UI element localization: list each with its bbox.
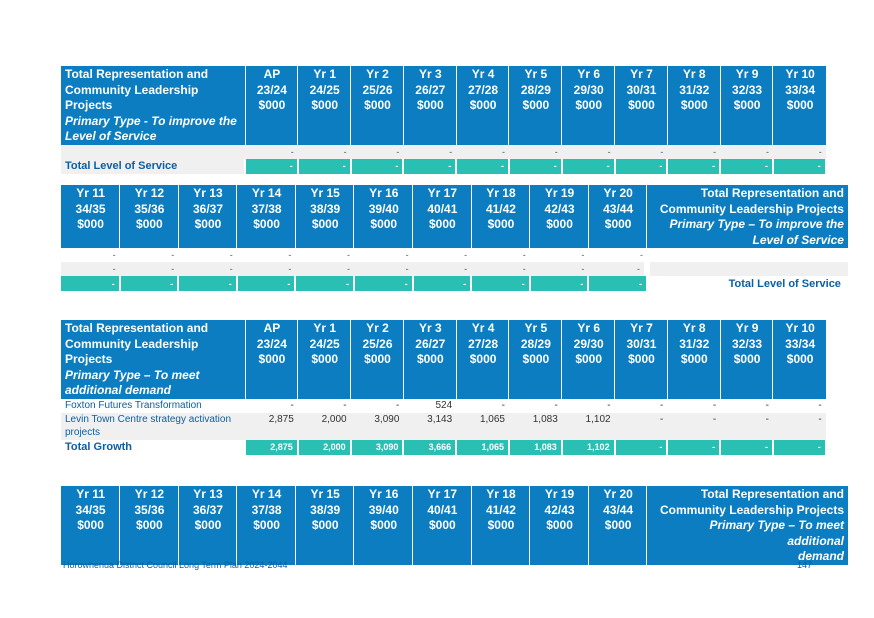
year-header: Yr 10 33/34 $000 bbox=[772, 320, 826, 399]
year-header: Yr 16 39/40 $000 bbox=[353, 185, 414, 248]
table-title-cell: Total Representation and Community Leade… bbox=[646, 486, 848, 565]
table-title-cell: Total Representation and Community Leade… bbox=[646, 185, 848, 248]
year-header: Yr 9 32/33 $000 bbox=[720, 66, 774, 145]
footer-page-number: 147 bbox=[797, 560, 813, 570]
year-header: Yr 7 30/31 $000 bbox=[614, 320, 668, 399]
year-header: Yr 3 26/27 $000 bbox=[403, 66, 457, 145]
year-header: Yr 16 39/40 $000 bbox=[353, 486, 414, 565]
year-header: Yr 6 29/30 $000 bbox=[561, 66, 616, 145]
year-header: Yr 14 37/38 $000 bbox=[236, 486, 296, 565]
title-line-1: Total Representation and bbox=[65, 67, 209, 81]
year-header: Yr 19 42/43 $000 bbox=[529, 486, 589, 565]
total-row: Total Level of Service ---- ---- --- bbox=[61, 158, 827, 174]
year-header: Yr 13 36/37 $000 bbox=[178, 486, 238, 565]
table-title-cell: Total Representation and Community Leade… bbox=[61, 66, 246, 145]
year-header: Yr 1 24/25 $000 bbox=[297, 66, 352, 145]
year-header: Yr 7 30/31 $000 bbox=[614, 66, 668, 145]
total-label: Total Level of Service bbox=[61, 158, 246, 174]
year-header: Yr 9 32/33 $000 bbox=[720, 320, 774, 399]
year-header: AP 23/24 $000 bbox=[245, 66, 299, 145]
year-header: AP 23/24 $000 bbox=[245, 320, 299, 399]
row-label: Foxton Futures Transformation bbox=[65, 399, 202, 411]
table-level-of-service-yr0-10: Total Representation and Community Leade… bbox=[61, 66, 827, 174]
year-header: Yr 17 40/41 $000 bbox=[412, 486, 472, 565]
year-header: Yr 11 34/35 $000 bbox=[61, 486, 121, 565]
primary-type-line-2: Level of Service bbox=[65, 129, 157, 143]
year-header: Yr 2 25/26 $000 bbox=[350, 320, 404, 399]
year-header: Yr 19 42/43 $000 bbox=[529, 185, 589, 248]
year-header: Yr 2 25/26 $000 bbox=[350, 66, 404, 145]
year-header: Yr 15 38/39 $000 bbox=[295, 486, 355, 565]
year-header: Yr 8 31/32 $000 bbox=[667, 320, 721, 399]
year-header: Yr 5 28/29 $000 bbox=[508, 66, 563, 145]
year-header: Yr 13 36/37 $000 bbox=[178, 185, 238, 248]
total-label: Total Growth bbox=[61, 439, 246, 455]
primary-type-line-1: Primary Type - To improve the bbox=[65, 113, 237, 128]
year-header: Yr 3 26/27 $000 bbox=[403, 320, 457, 399]
table-row: ----- ----- bbox=[112, 250, 643, 260]
table-row-foxton: Foxton Futures Transformation -- -524 --… bbox=[61, 399, 826, 413]
year-header: Yr 20 43/44 $000 bbox=[588, 486, 648, 565]
total-row: ----- ----- Total Level of Service bbox=[61, 276, 849, 291]
title-line-2: Community Leadership Projects bbox=[65, 82, 199, 113]
year-header: Yr 18 41/42 $000 bbox=[471, 185, 531, 248]
year-header: Yr 14 37/38 $000 bbox=[236, 185, 296, 248]
row-label: Levin Town Centre strategy activation pr… bbox=[61, 412, 245, 440]
table-header: Yr 11 34/35 $000 Yr 12 35/36 $000 Yr 13 36/37… bbox=[61, 486, 848, 565]
table-header: Total Representation and Community Leade… bbox=[61, 66, 826, 145]
year-header: Yr 4 27/28 $000 bbox=[456, 66, 510, 145]
year-header: Yr 10 33/34 $000 bbox=[772, 66, 826, 145]
table-row: ----- ----- bbox=[61, 262, 848, 276]
year-header: Yr 17 40/41 $000 bbox=[412, 185, 472, 248]
year-header: Yr 12 35/36 $000 bbox=[119, 185, 179, 248]
total-row: Total Growth 2,875 2,000 3,090 3,666 1,065 1… bbox=[61, 439, 827, 455]
year-header: Yr 6 29/30 $000 bbox=[561, 320, 616, 399]
table-level-of-service-yr11-20: Yr 11 34/35 $000 Yr 12 35/36 $000 Yr 13 36/37… bbox=[61, 185, 849, 291]
year-header: Yr 12 35/36 $000 bbox=[119, 486, 179, 565]
year-header: Yr 18 41/42 $000 bbox=[471, 486, 531, 565]
year-header: Yr 5 28/29 $000 bbox=[508, 320, 563, 399]
table-additional-demand-yr0-10: Total Representation and Community Leade… bbox=[61, 320, 827, 455]
year-header: Yr 4 27/28 $000 bbox=[456, 320, 510, 399]
table-row: -- -- -- -- -- - bbox=[61, 144, 826, 159]
year-header: Yr 20 43/44 $000 bbox=[588, 185, 648, 248]
table-header: Yr 11 34/35 $000 Yr 12 35/36 $000 Yr 13 36/37… bbox=[61, 185, 848, 248]
total-label: Total Level of Service bbox=[646, 276, 849, 291]
table-additional-demand-yr11-20: Yr 11 34/35 $000 Yr 12 35/36 $000 Yr 13 36/37… bbox=[61, 486, 848, 565]
year-header: Yr 11 34/35 $000 bbox=[61, 185, 121, 248]
year-header: Yr 1 24/25 $000 bbox=[297, 320, 352, 399]
year-header: Yr 15 38/39 $000 bbox=[295, 185, 355, 248]
footer-document-title: Horowhenua District Council Long Term Pl… bbox=[63, 560, 288, 570]
year-header: Yr 8 31/32 $000 bbox=[667, 66, 721, 145]
table-row-levin: Levin Town Centre strategy activation pr… bbox=[61, 412, 826, 440]
table-header: Total Representation and Community Leade… bbox=[61, 320, 826, 399]
table-title-cell: Total Representation and Community Leade… bbox=[61, 320, 246, 399]
